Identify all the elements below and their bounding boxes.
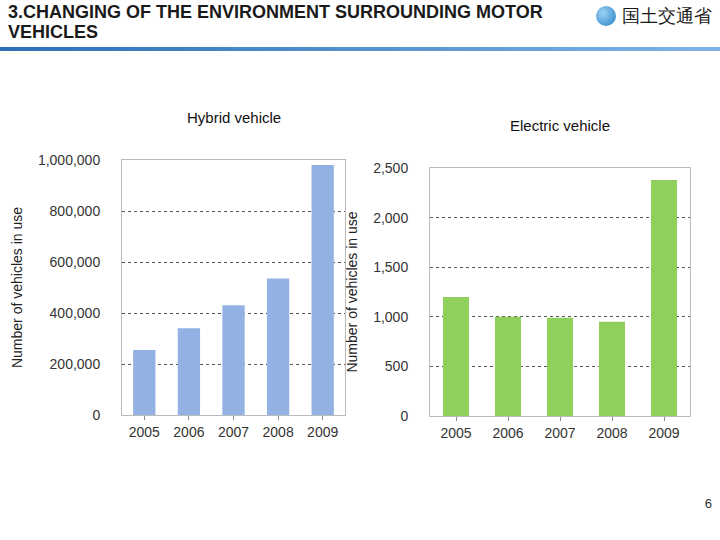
svg-text:2008: 2008 xyxy=(263,424,294,440)
svg-text:2,000: 2,000 xyxy=(373,210,408,226)
svg-text:200,000: 200,000 xyxy=(50,356,101,372)
svg-text:Number of vehicles in use: Number of vehicles in use xyxy=(9,207,25,368)
svg-text:500: 500 xyxy=(385,358,409,374)
html-text:国土交通省: 国土交通省 xyxy=(622,6,712,26)
svg-text:2006: 2006 xyxy=(492,425,523,441)
svg-text:0: 0 xyxy=(400,408,408,424)
svg-text:1,500: 1,500 xyxy=(373,259,408,275)
svg-text:2,500: 2,500 xyxy=(373,160,408,176)
svg-text:800,000: 800,000 xyxy=(50,203,101,219)
svg-text:2006: 2006 xyxy=(173,424,204,440)
svg-text:0: 0 xyxy=(92,407,100,423)
html-text:6: 6 xyxy=(704,496,712,511)
svg-text:Electric vehicle: Electric vehicle xyxy=(510,117,610,134)
svg-text:2007: 2007 xyxy=(218,424,249,440)
svg-text:2009: 2009 xyxy=(307,424,338,440)
svg-text:1,000,000: 1,000,000 xyxy=(38,152,100,168)
svg-text:2005: 2005 xyxy=(129,424,160,440)
svg-text:2009: 2009 xyxy=(648,425,679,441)
svg-text:2008: 2008 xyxy=(596,425,627,441)
svg-text:400,000: 400,000 xyxy=(50,305,101,321)
svg-text:600,000: 600,000 xyxy=(50,254,101,270)
svg-text:Number of vehicles in use: Number of vehicles in use xyxy=(344,211,360,372)
svg-text:1,000: 1,000 xyxy=(373,309,408,325)
html-text:3.CHANGING OF THE ENVIRONMENT: 3.CHANGING OF THE ENVIRONMENT SURROUNDIN… xyxy=(8,2,543,42)
svg-text:2007: 2007 xyxy=(544,425,575,441)
svg-text:Hybrid vehicle: Hybrid vehicle xyxy=(187,109,281,126)
svg-text:2005: 2005 xyxy=(440,425,471,441)
